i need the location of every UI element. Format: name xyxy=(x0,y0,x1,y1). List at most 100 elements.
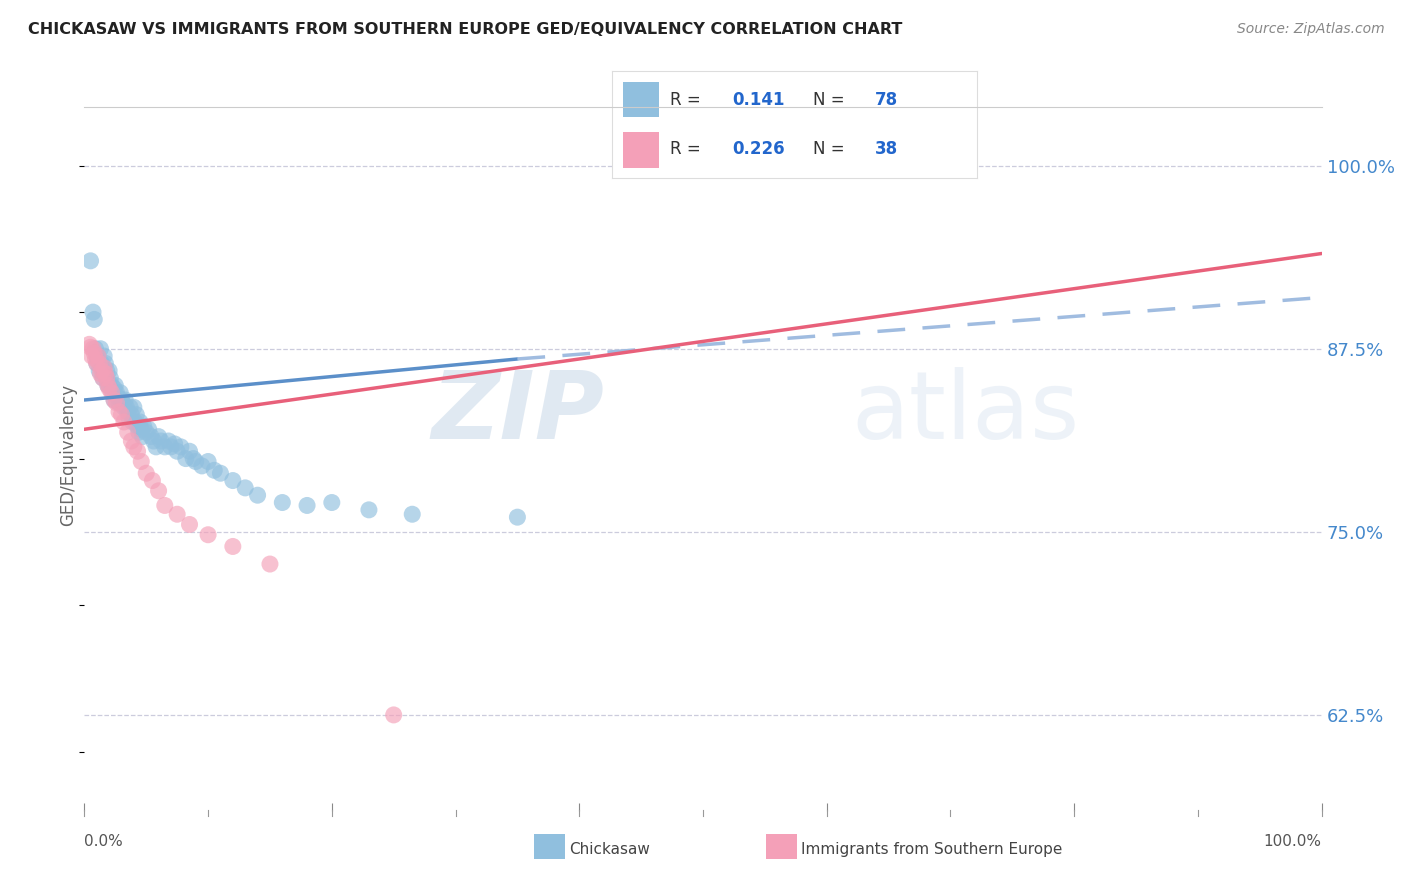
Point xyxy=(97,378,120,392)
Point xyxy=(184,454,207,468)
Point xyxy=(166,444,188,458)
Point xyxy=(96,364,118,378)
Point xyxy=(86,356,108,370)
FancyBboxPatch shape xyxy=(623,132,659,168)
Point xyxy=(98,378,121,392)
Point xyxy=(148,483,170,498)
Point xyxy=(93,360,115,375)
Point xyxy=(93,349,115,363)
Point xyxy=(96,371,118,385)
Point xyxy=(82,342,104,356)
Point xyxy=(153,440,176,454)
Text: 0.141: 0.141 xyxy=(733,91,785,109)
Point xyxy=(163,437,186,451)
Point xyxy=(127,419,149,434)
Point xyxy=(83,346,105,360)
Point xyxy=(142,434,165,448)
Point xyxy=(124,415,146,429)
Point xyxy=(246,488,269,502)
Point xyxy=(174,451,197,466)
Point xyxy=(222,540,245,554)
Text: 100.0%: 100.0% xyxy=(1264,834,1322,849)
Text: R =: R = xyxy=(671,141,706,159)
Text: R =: R = xyxy=(671,91,706,109)
Point xyxy=(91,371,114,385)
Point xyxy=(108,396,131,410)
Point xyxy=(110,392,132,407)
Point xyxy=(83,312,105,326)
Point xyxy=(89,356,111,370)
Point xyxy=(197,454,219,468)
Point xyxy=(506,510,529,524)
Point xyxy=(138,422,160,436)
Point xyxy=(166,508,188,522)
Y-axis label: GED/Equivalency: GED/Equivalency xyxy=(59,384,77,526)
Point xyxy=(103,392,125,407)
Point xyxy=(87,349,110,363)
Point xyxy=(118,410,141,425)
Point xyxy=(259,557,281,571)
Point xyxy=(127,444,149,458)
Point xyxy=(90,356,112,370)
Text: 38: 38 xyxy=(875,141,898,159)
Point xyxy=(150,434,173,448)
Point xyxy=(105,396,128,410)
Point xyxy=(125,408,148,422)
Point xyxy=(110,408,132,422)
Point xyxy=(141,474,163,488)
Point xyxy=(112,415,135,429)
Point xyxy=(295,499,318,513)
Point xyxy=(110,385,132,400)
Point xyxy=(79,340,101,354)
Point xyxy=(129,454,152,468)
Point xyxy=(129,422,152,436)
Point xyxy=(357,503,380,517)
Text: Source: ZipAtlas.com: Source: ZipAtlas.com xyxy=(1237,22,1385,37)
FancyBboxPatch shape xyxy=(623,82,659,118)
Point xyxy=(111,396,134,410)
Point xyxy=(128,425,150,440)
Point xyxy=(145,440,167,454)
Text: Immigrants from Southern Europe: Immigrants from Southern Europe xyxy=(801,842,1063,856)
Point xyxy=(100,385,122,400)
Point xyxy=(160,440,183,454)
Point xyxy=(120,401,142,415)
Point xyxy=(105,385,128,400)
Point xyxy=(170,440,193,454)
Point xyxy=(91,364,114,378)
Point xyxy=(86,349,108,363)
Point xyxy=(79,253,101,268)
Point xyxy=(135,425,157,440)
Point xyxy=(115,401,138,415)
Point xyxy=(107,390,129,404)
Point xyxy=(103,392,125,407)
Point xyxy=(209,467,232,481)
Point xyxy=(121,415,143,429)
Point xyxy=(191,458,214,473)
Point xyxy=(131,429,153,443)
Point xyxy=(94,367,117,381)
Point xyxy=(94,356,117,370)
Point xyxy=(97,378,120,392)
Point xyxy=(197,527,219,541)
Point xyxy=(90,364,112,378)
Point xyxy=(222,474,245,488)
Point xyxy=(179,517,201,532)
Text: 0.0%: 0.0% xyxy=(84,834,124,849)
Point xyxy=(122,401,145,415)
Text: Chickasaw: Chickasaw xyxy=(569,842,651,856)
Point xyxy=(148,429,170,443)
Point xyxy=(89,342,111,356)
Point xyxy=(82,305,104,319)
Point xyxy=(96,371,118,385)
Point xyxy=(382,707,405,722)
Point xyxy=(114,392,136,407)
Text: 78: 78 xyxy=(875,91,898,109)
Point xyxy=(98,381,121,395)
Text: N =: N = xyxy=(813,91,849,109)
Point xyxy=(271,495,294,509)
Point xyxy=(108,405,131,419)
Point xyxy=(122,440,145,454)
Point xyxy=(132,419,155,434)
Point xyxy=(129,415,152,429)
